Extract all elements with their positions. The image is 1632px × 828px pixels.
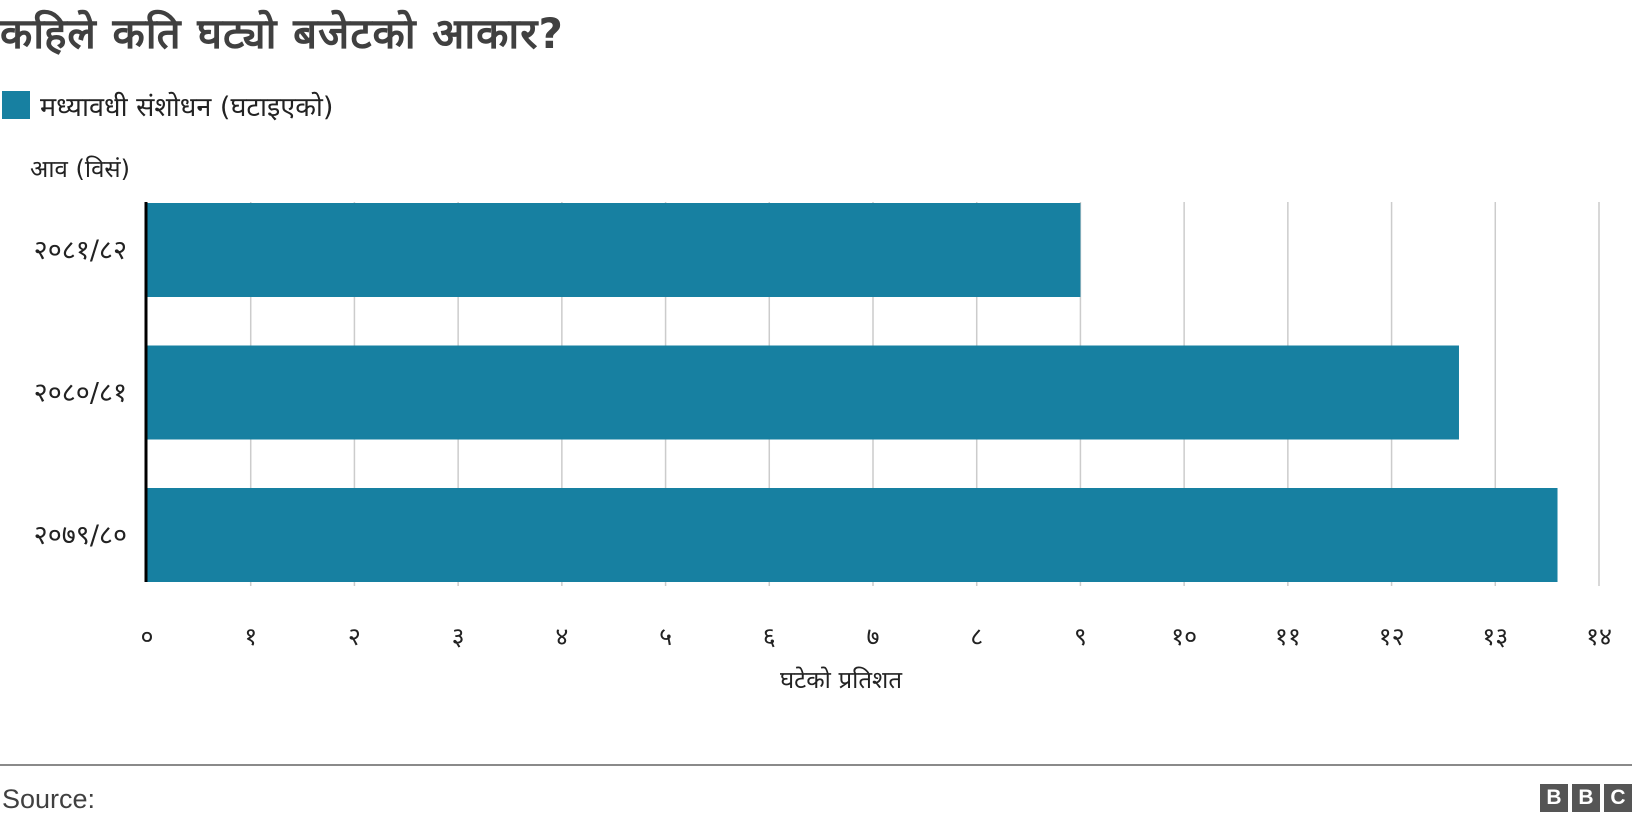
x-tick-label: ६ [763,622,776,651]
x-tick-label: १० [1171,622,1197,651]
legend-label: मध्यावधी संशोधन (घटाइएको) [40,91,334,123]
x-tick-label: २ [348,622,361,651]
x-tick-label: १२ [1379,622,1405,651]
x-tick-label: ५ [659,622,672,651]
x-tick-label: ३ [452,622,465,651]
x-tick-label: ११ [1275,622,1301,651]
source-label: Source: [2,784,96,814]
x-tick-label: ० [140,622,153,651]
bbc-logo-letter: C [1604,784,1632,812]
x-tick-label: १३ [1482,622,1508,651]
bar-chart: ० १ २ ३ ४ ५ ६ ७ ८ ९ १० ११ १२ १३ १४२०८१/८२२०८०/८१२०७९/८… [34,202,1612,694]
x-tick-label: ८ [970,622,983,651]
legend: मध्यावधी संशोधन (घटाइएको) [2,88,334,123]
chart-title: कहिले कति घट्यो बजेटको आकार? [0,9,564,58]
y-tick-label: २०८१/८२ [34,235,127,266]
bar [147,488,1558,582]
legend-swatch [2,91,30,119]
x-tick-label: ७ [866,622,879,651]
x-tick-label: १४ [1586,622,1612,651]
x-tick-label: १ [244,622,257,651]
bbc-logo-letter: B [1572,784,1600,812]
x-axis-title: घटेको प्रतिशत [780,666,903,694]
axes: ० १ २ ३ ४ ५ ६ ७ ८ ९ १० ११ १२ १३ १४२०८१/८२२०८०/८१२०७९/८… [34,202,1612,651]
x-tick-label: ९ [1074,622,1087,651]
bbc-logo-letter: B [1540,784,1568,812]
footer-divider [0,764,1632,766]
bar [147,345,1459,440]
bar [147,203,1081,297]
y-axis-title: आव (विसं) [30,155,131,183]
bars [147,203,1558,582]
y-tick-label: २०८०/८१ [34,378,127,409]
y-tick-label: २०७९/८० [34,520,127,551]
x-tick-label: ४ [555,622,568,651]
bbc-logo: B B C [1540,784,1632,812]
